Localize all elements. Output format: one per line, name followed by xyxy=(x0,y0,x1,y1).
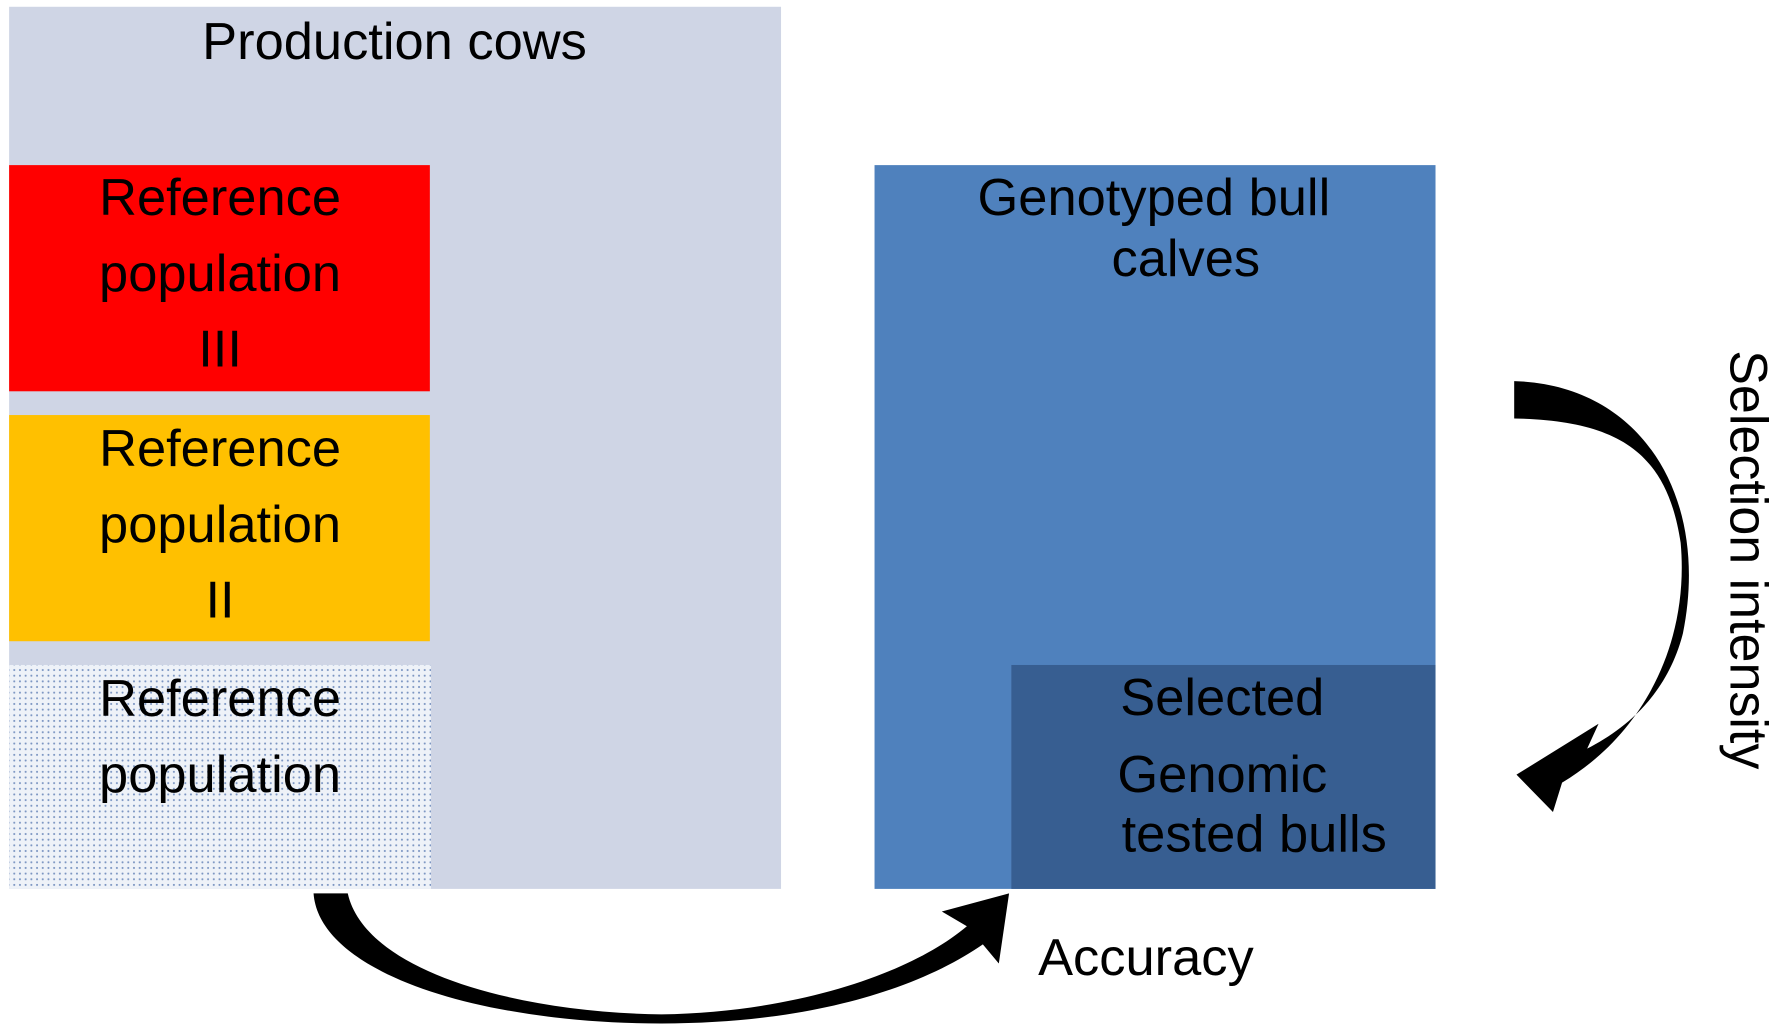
selection-arrow xyxy=(1514,381,1689,812)
selected-label: Selected xyxy=(1120,669,1324,727)
selected-label: Genomic xyxy=(1117,746,1327,804)
reference-label: Reference xyxy=(99,420,341,478)
selected-label: tested bulls xyxy=(1122,806,1387,864)
reference-label: population xyxy=(99,746,341,804)
reference-box-2 xyxy=(9,415,430,642)
reference-label: population xyxy=(99,496,341,554)
reference-label: III xyxy=(198,321,242,379)
production-cows-title: Production cows xyxy=(202,13,587,71)
reference-label: Reference xyxy=(99,169,341,227)
genotyped-label: calves xyxy=(1112,230,1261,288)
selection-intensity-label: Selection intensity xyxy=(1719,350,1777,769)
box-labels: Reference population III Reference populatio… xyxy=(99,169,1387,863)
reference-label: population xyxy=(99,245,341,303)
reference-box-3 xyxy=(9,165,430,392)
reference-label: Reference xyxy=(99,670,341,728)
reference-label: II xyxy=(205,572,234,630)
accuracy-arrow xyxy=(313,893,1010,1024)
reference-box-1 xyxy=(9,664,431,889)
genotyped-label: Genotyped bull xyxy=(978,169,1331,227)
selected-box xyxy=(1011,664,1436,889)
accuracy-label: Accuracy xyxy=(1038,929,1254,987)
